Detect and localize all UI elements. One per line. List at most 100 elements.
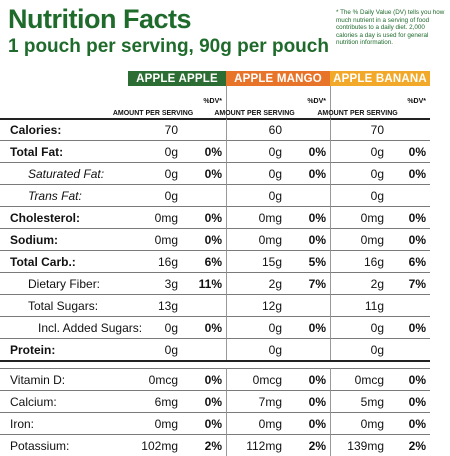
daily-value-percent: 0% bbox=[182, 316, 226, 338]
daily-value-percent bbox=[388, 118, 430, 140]
amount-value: 0mg bbox=[330, 228, 388, 250]
amount-value: 2g bbox=[330, 272, 388, 294]
daily-value-percent: 0% bbox=[286, 228, 330, 250]
column-header-apple-banana: APPLE BANANA bbox=[330, 71, 430, 86]
daily-value-percent: 0% bbox=[388, 390, 430, 412]
amount-value: 0g bbox=[128, 338, 182, 360]
daily-value-percent bbox=[388, 338, 430, 360]
amount-value: 0mg bbox=[128, 228, 182, 250]
daily-value-percent: 0% bbox=[388, 140, 430, 162]
daily-value-percent: 2% bbox=[388, 434, 430, 456]
nutrient-label: Total Sugars: bbox=[0, 294, 128, 316]
daily-value-percent: 0% bbox=[388, 206, 430, 228]
daily-value-percent: 0% bbox=[182, 390, 226, 412]
amount-value: 12g bbox=[226, 294, 286, 316]
daily-value-percent: 0% bbox=[182, 140, 226, 162]
column-header-apple-apple: APPLE APPLE bbox=[128, 71, 226, 86]
daily-value-percent: 2% bbox=[182, 434, 226, 456]
nutrient-label: Saturated Fat: bbox=[0, 162, 128, 184]
amount-value: 60 bbox=[226, 118, 286, 140]
daily-value-percent bbox=[182, 338, 226, 360]
amount-value: 0mg bbox=[330, 206, 388, 228]
daily-value-percent: 0% bbox=[182, 412, 226, 434]
amount-value: 0g bbox=[226, 316, 286, 338]
amount-value: 0g bbox=[226, 140, 286, 162]
amount-value: 0g bbox=[128, 162, 182, 184]
amount-value: 0g bbox=[128, 184, 182, 206]
daily-value-percent: 7% bbox=[388, 272, 430, 294]
amount-value: 0mcg bbox=[226, 368, 286, 390]
amount-value: 0g bbox=[330, 140, 388, 162]
amount-value: 70 bbox=[128, 118, 182, 140]
amount-value: 0g bbox=[128, 316, 182, 338]
amount-value: 7mg bbox=[226, 390, 286, 412]
amount-value: 102mg bbox=[128, 434, 182, 456]
amount-value: 16g bbox=[330, 250, 388, 272]
daily-value-percent bbox=[286, 338, 330, 360]
nutrient-label: Sodium: bbox=[0, 228, 128, 250]
nutrient-label: Cholesterol: bbox=[0, 206, 128, 228]
nutrient-label: Iron: bbox=[0, 412, 128, 434]
daily-value-percent bbox=[286, 118, 330, 140]
amount-value: 0mg bbox=[226, 206, 286, 228]
daily-value-percent: 0% bbox=[388, 316, 430, 338]
daily-value-percent: 11% bbox=[182, 272, 226, 294]
dv-label: %DV* bbox=[407, 98, 426, 105]
daily-value-percent: 5% bbox=[286, 250, 330, 272]
amount-value: 6mg bbox=[128, 390, 182, 412]
amount-value: 2g bbox=[226, 272, 286, 294]
daily-value-percent: 6% bbox=[388, 250, 430, 272]
nutrient-label: Calories: bbox=[0, 118, 128, 140]
daily-value-percent: 0% bbox=[182, 228, 226, 250]
daily-value-percent: 0% bbox=[182, 162, 226, 184]
nutrition-table: APPLE APPLE APPLE MANGO APPLE BANANA AMO… bbox=[0, 71, 450, 456]
amount-per-serving-label: AMOUNT PER SERVING bbox=[214, 86, 295, 118]
daily-value-percent: 0% bbox=[286, 140, 330, 162]
amount-value: 112mg bbox=[226, 434, 286, 456]
nutrient-label: Total Carb.: bbox=[0, 250, 128, 272]
daily-value-percent: 7% bbox=[286, 272, 330, 294]
daily-value-percent: 0% bbox=[388, 228, 430, 250]
amount-value: 3g bbox=[128, 272, 182, 294]
daily-value-percent: 0% bbox=[182, 368, 226, 390]
nutrient-label: Vitamin D: bbox=[0, 368, 128, 390]
amount-value: 0mg bbox=[128, 206, 182, 228]
nutrient-label: Dietary Fiber: bbox=[0, 272, 128, 294]
amount-value: 11g bbox=[330, 294, 388, 316]
subheader-spacer bbox=[0, 86, 128, 118]
daily-value-percent: 0% bbox=[286, 316, 330, 338]
amount-value: 0mcg bbox=[128, 368, 182, 390]
nutrient-label: Protein: bbox=[0, 338, 128, 360]
amount-value: 0g bbox=[330, 162, 388, 184]
serving-size: 1 pouch per serving, 90g per pouch bbox=[8, 36, 329, 57]
daily-value-percent: 0% bbox=[286, 390, 330, 412]
daily-value-percent: 2% bbox=[286, 434, 330, 456]
daily-value-percent: 0% bbox=[388, 368, 430, 390]
amount-value: 0g bbox=[226, 338, 286, 360]
daily-value-percent bbox=[182, 118, 226, 140]
amount-value: 0g bbox=[226, 184, 286, 206]
dv-label: %DV* bbox=[307, 98, 326, 105]
amount-value: 0g bbox=[128, 140, 182, 162]
header-spacer bbox=[0, 71, 128, 86]
amount-value: 0g bbox=[226, 162, 286, 184]
daily-value-percent: 0% bbox=[388, 162, 430, 184]
nutrient-label: Calcium: bbox=[0, 390, 128, 412]
daily-value-footnote: * The % Daily Value (DV) tells you how m… bbox=[336, 9, 445, 47]
amount-value: 0g bbox=[330, 338, 388, 360]
amount-value: 16g bbox=[128, 250, 182, 272]
amount-value: 15g bbox=[226, 250, 286, 272]
page-title: Nutrition Facts bbox=[8, 4, 192, 34]
daily-value-percent: 6% bbox=[182, 250, 226, 272]
daily-value-percent: 0% bbox=[286, 412, 330, 434]
daily-value-percent bbox=[182, 184, 226, 206]
amount-per-serving-label: AMOUNT PER SERVING bbox=[112, 110, 194, 117]
amount-value: 0mg bbox=[226, 412, 286, 434]
daily-value-percent bbox=[388, 184, 430, 206]
amount-value: 0g bbox=[330, 184, 388, 206]
daily-value-percent: 0% bbox=[182, 206, 226, 228]
daily-value-percent: 0% bbox=[286, 368, 330, 390]
amount-value: 13g bbox=[128, 294, 182, 316]
nutrient-label: Total Fat: bbox=[0, 140, 128, 162]
amount-value: 0mg bbox=[330, 412, 388, 434]
